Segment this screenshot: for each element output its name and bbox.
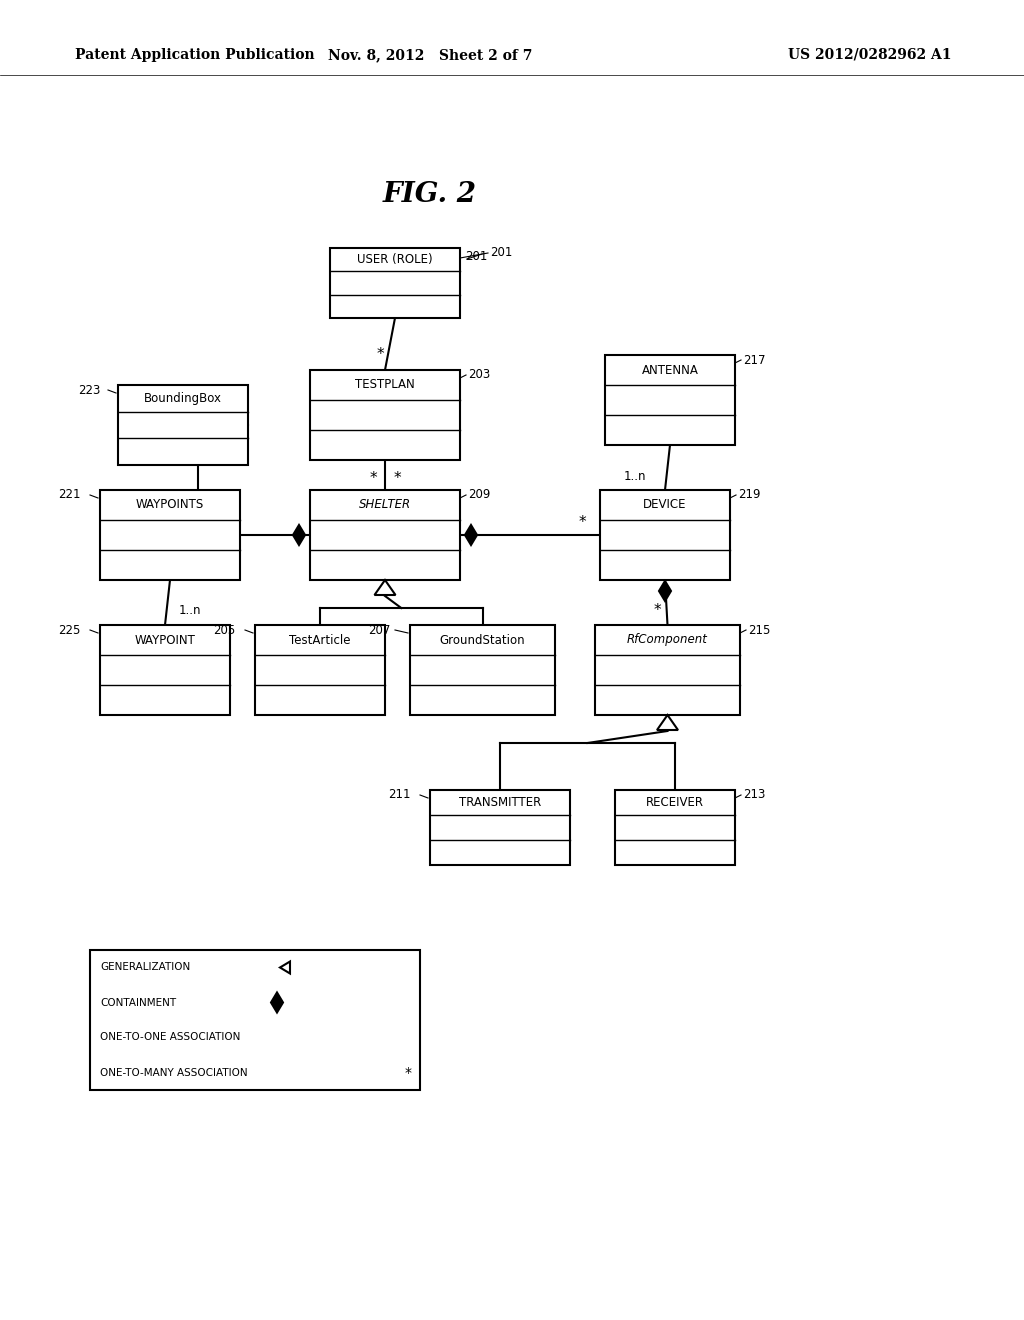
Bar [600, 490, 730, 579]
Text: 221: 221 [58, 488, 81, 502]
Text: 207: 207 [368, 623, 390, 636]
Text: TRANSMITTER: TRANSMITTER [459, 796, 541, 809]
Text: 201: 201 [490, 247, 512, 260]
Text: 211: 211 [388, 788, 411, 801]
Text: WAYPOINT: WAYPOINT [134, 634, 196, 647]
Text: *: * [579, 516, 586, 531]
Polygon shape [375, 579, 395, 595]
Text: 203: 203 [468, 368, 490, 381]
Bar [595, 624, 740, 715]
Text: US 2012/0282962 A1: US 2012/0282962 A1 [788, 48, 951, 62]
Text: *: * [406, 1065, 412, 1080]
Text: Patent Application Publication: Patent Application Publication [75, 48, 314, 62]
Polygon shape [659, 581, 671, 601]
Bar [310, 490, 460, 579]
Bar [330, 248, 460, 318]
Text: DEVICE: DEVICE [643, 499, 687, 511]
Bar [100, 490, 240, 579]
Polygon shape [271, 993, 283, 1012]
Polygon shape [280, 961, 290, 974]
Text: Nov. 8, 2012   Sheet 2 of 7: Nov. 8, 2012 Sheet 2 of 7 [328, 48, 532, 62]
Text: RECEIVER: RECEIVER [646, 796, 705, 809]
Text: 1..n: 1..n [624, 470, 646, 483]
Text: 219: 219 [738, 488, 761, 502]
Text: FIG. 2: FIG. 2 [383, 181, 477, 209]
Text: *: * [376, 347, 384, 363]
Polygon shape [657, 715, 678, 730]
Polygon shape [293, 525, 305, 545]
Text: 225: 225 [58, 623, 80, 636]
Bar [90, 950, 420, 1090]
Bar [100, 624, 230, 715]
Text: GENERALIZATION: GENERALIZATION [100, 962, 190, 973]
Text: *: * [653, 603, 662, 619]
Text: 201: 201 [465, 249, 487, 263]
Text: *: * [370, 470, 377, 486]
Text: 213: 213 [743, 788, 765, 801]
Text: WAYPOINTS: WAYPOINTS [136, 499, 204, 511]
Text: 1..n: 1..n [179, 605, 202, 618]
Bar [615, 789, 735, 865]
Text: USER (ROLE): USER (ROLE) [357, 253, 433, 267]
Text: BoundingBox: BoundingBox [144, 392, 222, 405]
Text: CONTAINMENT: CONTAINMENT [100, 998, 176, 1007]
Text: *: * [393, 470, 400, 486]
Bar [410, 624, 555, 715]
Text: GroundStation: GroundStation [439, 634, 525, 647]
Text: RfComponent: RfComponent [627, 634, 708, 647]
Text: 215: 215 [748, 623, 770, 636]
Text: 209: 209 [468, 488, 490, 502]
Polygon shape [465, 525, 477, 545]
Text: TESTPLAN: TESTPLAN [355, 379, 415, 392]
Text: 217: 217 [743, 354, 766, 367]
Bar [430, 789, 570, 865]
Text: TestArticle: TestArticle [289, 634, 351, 647]
Bar [605, 355, 735, 445]
Bar [118, 385, 248, 465]
Text: ONE-TO-MANY ASSOCIATION: ONE-TO-MANY ASSOCIATION [100, 1068, 248, 1077]
Text: ONE-TO-ONE ASSOCIATION: ONE-TO-ONE ASSOCIATION [100, 1032, 241, 1043]
Bar [310, 370, 460, 459]
Text: ANTENNA: ANTENNA [642, 363, 698, 376]
Text: SHELTER: SHELTER [359, 499, 411, 511]
Text: 223: 223 [78, 384, 100, 396]
Text: 205: 205 [213, 623, 236, 636]
Bar [255, 624, 385, 715]
